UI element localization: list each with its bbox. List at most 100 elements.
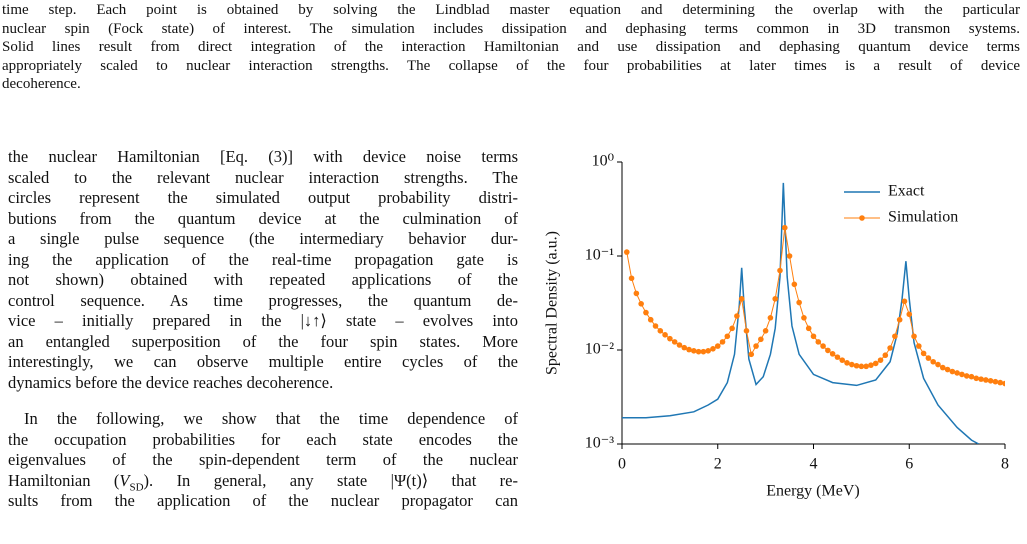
data-point <box>887 345 893 351</box>
data-point <box>834 354 841 360</box>
data-point <box>628 275 635 282</box>
data-point <box>662 332 668 338</box>
data-point <box>700 348 707 355</box>
body-line: Hamiltonian (VSD). In general, any state… <box>8 470 518 493</box>
data-point <box>647 316 654 323</box>
data-point <box>916 343 922 349</box>
body-line: control sequence. As time progresses, th… <box>8 290 518 310</box>
data-point <box>882 352 889 359</box>
data-point <box>667 335 673 342</box>
x-tick-label: 6 <box>905 456 913 473</box>
data-point <box>729 325 735 332</box>
data-point <box>796 299 802 306</box>
data-point <box>815 339 822 345</box>
body-line: eigenvalues of the spin-dependent term o… <box>8 450 518 469</box>
data-point <box>657 328 664 334</box>
data-point <box>695 348 702 355</box>
data-point <box>844 360 850 366</box>
y-axis-label: Spectral Density (a.u.) <box>544 231 561 375</box>
caption-line: appropriately scaled to nuclear interact… <box>2 57 1020 74</box>
data-point <box>930 358 936 365</box>
data-point <box>973 375 980 382</box>
data-point <box>743 328 750 334</box>
data-point <box>911 333 917 340</box>
y-tick-label: 10⁻² <box>585 341 614 358</box>
data-point <box>868 362 874 368</box>
data-point <box>810 333 817 340</box>
data-point <box>777 267 783 274</box>
data-point <box>944 366 951 373</box>
body-line: a single pulse sequence (the intermediar… <box>8 229 518 248</box>
data-point <box>978 376 984 382</box>
data-point <box>872 360 879 367</box>
data-point <box>786 253 793 259</box>
x-tick-label: 8 <box>1001 456 1009 473</box>
data-point <box>863 363 869 370</box>
data-point <box>638 301 644 307</box>
data-point <box>791 281 798 288</box>
data-point <box>896 316 903 323</box>
data-point <box>968 373 975 380</box>
data-point <box>1002 380 1005 387</box>
data-point <box>781 224 788 231</box>
data-point <box>805 325 812 332</box>
data-point <box>839 357 846 363</box>
legend-label: Simulation <box>888 209 958 226</box>
data-point <box>623 249 630 255</box>
data-point <box>652 323 659 329</box>
data-point <box>705 348 711 354</box>
y-tick-label: 10⁻³ <box>585 435 614 452</box>
data-point <box>906 311 913 318</box>
data-point <box>935 361 941 368</box>
data-point <box>724 333 731 340</box>
data-point <box>762 328 769 334</box>
series-line <box>626 227 1005 385</box>
data-point <box>983 377 989 383</box>
data-point <box>954 370 960 376</box>
data-point <box>997 379 1004 386</box>
x-tick-label: 4 <box>810 456 818 473</box>
data-point <box>959 371 965 378</box>
data-point <box>686 346 692 353</box>
data-point <box>877 357 884 363</box>
data-point <box>748 351 755 358</box>
text-part: SD <box>129 480 144 493</box>
data-point <box>920 350 927 357</box>
body-line: In the following, we show that the time … <box>24 409 518 428</box>
y-tick-label: 10⁰ <box>592 153 614 170</box>
data-point <box>801 315 807 321</box>
data-point <box>829 351 836 357</box>
text-part: ). In general, any state |Ψ(t)⟩ that re- <box>143 470 518 490</box>
data-point <box>681 344 688 351</box>
data-point <box>820 343 826 349</box>
caption-line: Solid lines result from direct integrati… <box>2 39 1020 55</box>
text-part: V <box>119 470 130 490</box>
plot-area <box>622 182 1005 444</box>
data-point <box>734 313 740 319</box>
data-point <box>772 296 778 302</box>
body-line: ing the application of the real-time pro… <box>8 249 518 269</box>
data-point <box>939 364 946 371</box>
data-point <box>738 296 745 302</box>
legend-label: Exact <box>888 183 925 200</box>
body-line: the occupation probabilities for each st… <box>8 429 518 449</box>
data-point <box>925 355 932 361</box>
data-point <box>853 362 860 369</box>
data-point <box>671 339 678 345</box>
data-point <box>892 333 898 340</box>
body-line: vice – initially prepared in the |↓↑⟩ st… <box>8 311 518 330</box>
data-point <box>987 378 994 384</box>
x-tick-label: 0 <box>618 456 626 473</box>
data-point <box>691 348 697 354</box>
caption-line: nuclear spin (Fock state) of interest. T… <box>2 20 1020 37</box>
x-axis-label: Energy (MeV) <box>766 483 859 500</box>
data-point <box>676 342 683 348</box>
data-point <box>643 309 649 316</box>
body-line: sults from the application of the nuclea… <box>8 491 518 510</box>
data-point <box>719 339 726 345</box>
body-line: not shown) obtained with repeated applic… <box>8 270 518 289</box>
body-line: circles represent the simulated output p… <box>8 188 518 207</box>
body-line: an entangled superposition of the four s… <box>8 331 518 351</box>
